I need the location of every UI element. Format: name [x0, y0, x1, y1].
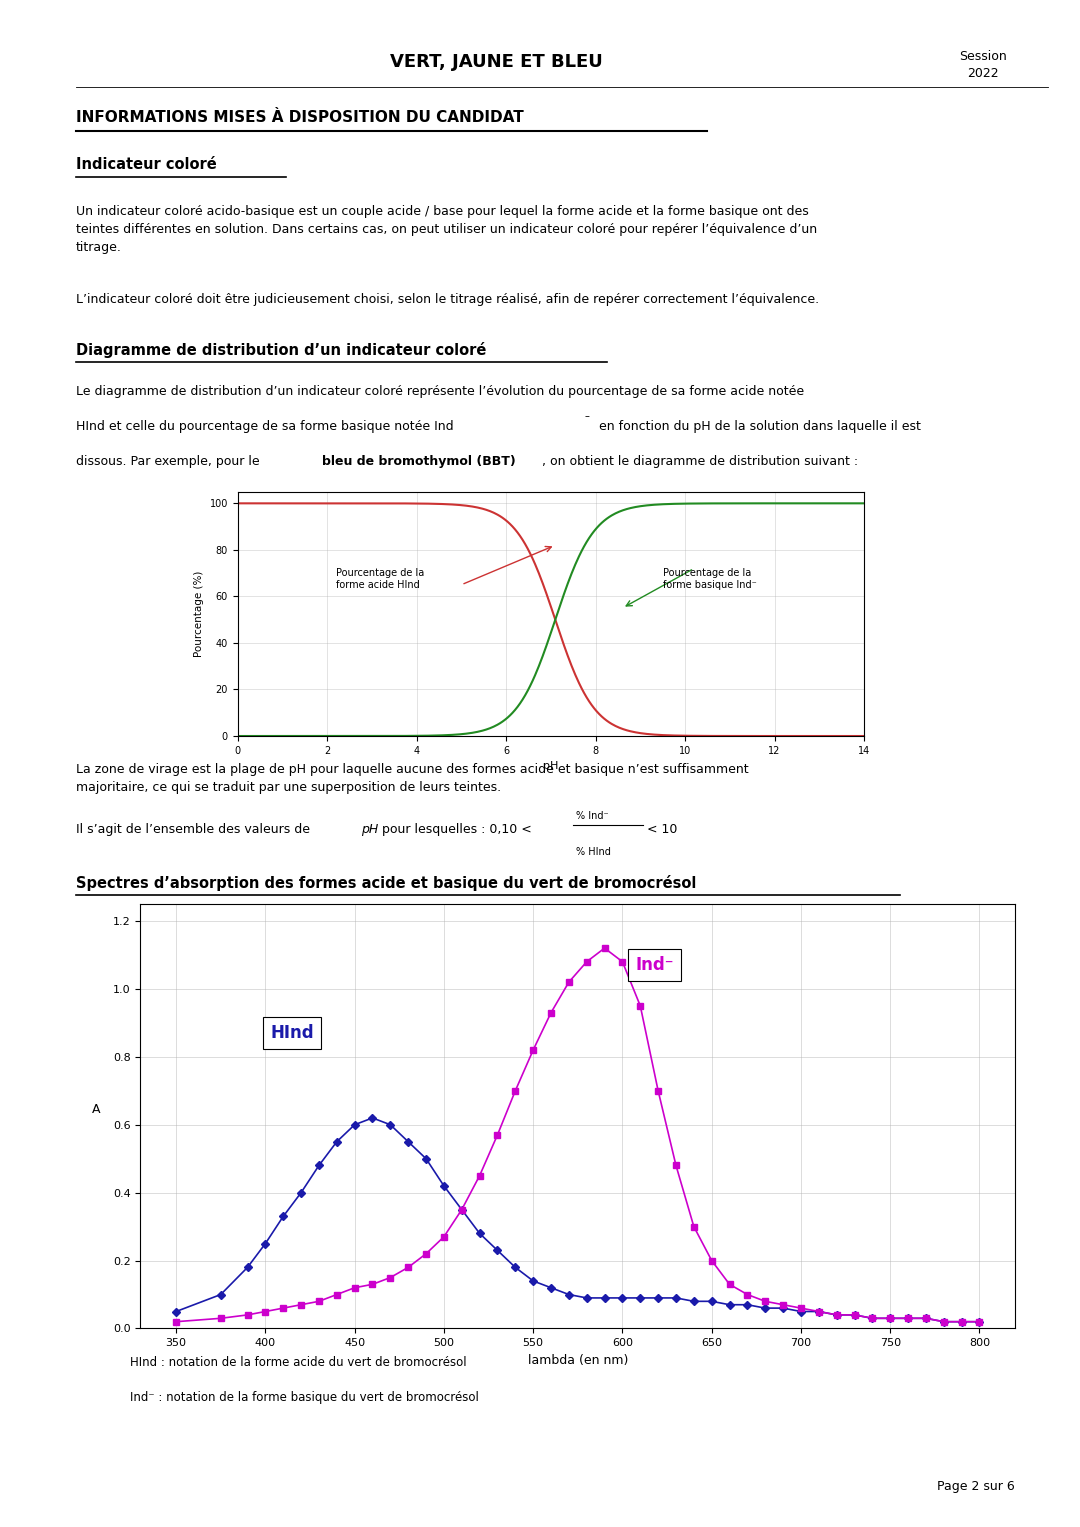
Text: HInd: HInd — [270, 1025, 314, 1041]
Text: Un indicateur coloré acido-basique est un couple acide / base pour lequel la for: Un indicateur coloré acido-basique est u… — [76, 205, 816, 253]
Y-axis label: Pourcentage (%): Pourcentage (%) — [194, 571, 204, 657]
Text: INFORMATIONS MISES À DISPOSITION DU CANDIDAT: INFORMATIONS MISES À DISPOSITION DU CAND… — [76, 110, 524, 125]
Text: VERT, JAUNE ET BLEU: VERT, JAUNE ET BLEU — [391, 53, 603, 72]
Text: Page 2 sur 6: Page 2 sur 6 — [937, 1480, 1015, 1493]
X-axis label: pH: pH — [543, 762, 558, 771]
Text: Pourcentage de la
forme basique Ind⁻: Pourcentage de la forme basique Ind⁻ — [663, 568, 756, 589]
Text: pH: pH — [361, 823, 378, 837]
X-axis label: lambda (en nm): lambda (en nm) — [528, 1354, 627, 1367]
Text: –: – — [584, 411, 590, 421]
Text: Ind⁻ : notation de la forme basique du vert de bromocrésol: Ind⁻ : notation de la forme basique du v… — [130, 1391, 478, 1405]
Text: dissous. Par exemple, pour le: dissous. Par exemple, pour le — [76, 455, 264, 469]
Text: HInd : notation de la forme acide du vert de bromocrésol: HInd : notation de la forme acide du ver… — [130, 1356, 467, 1370]
Text: < 10: < 10 — [647, 823, 677, 837]
Text: L’indicateur coloré doit être judicieusement choisi, selon le titrage réalisé, a: L’indicateur coloré doit être judicieuse… — [76, 293, 819, 307]
Y-axis label: A: A — [92, 1102, 100, 1116]
Text: Diagramme de distribution d’un indicateur coloré: Diagramme de distribution d’un indicateu… — [76, 342, 486, 357]
Text: % Ind⁻: % Ind⁻ — [576, 811, 608, 822]
Text: La zone de virage est la plage de pH pour laquelle aucune des formes acide et ba: La zone de virage est la plage de pH pou… — [76, 764, 748, 794]
Text: bleu de bromothymol (BBT): bleu de bromothymol (BBT) — [322, 455, 515, 469]
Text: Spectres d’absorption des formes acide et basique du vert de bromocrésol: Spectres d’absorption des formes acide e… — [76, 875, 696, 890]
Text: pour lesquelles : 0,10 <: pour lesquelles : 0,10 < — [378, 823, 536, 837]
Text: Pourcentage de la
forme acide HInd: Pourcentage de la forme acide HInd — [336, 568, 424, 589]
Text: % HInd: % HInd — [576, 847, 610, 858]
Text: Session
2022: Session 2022 — [959, 50, 1007, 81]
Text: en fonction du pH de la solution dans laquelle il est: en fonction du pH de la solution dans la… — [595, 420, 921, 434]
Text: Le diagramme de distribution d’un indicateur coloré représente l’évolution du po: Le diagramme de distribution d’un indica… — [76, 385, 804, 399]
Text: Indicateur coloré: Indicateur coloré — [76, 157, 216, 173]
Text: HInd et celle du pourcentage de sa forme basique notée Ind: HInd et celle du pourcentage de sa forme… — [76, 420, 454, 434]
Text: Il s’agit de l’ensemble des valeurs de: Il s’agit de l’ensemble des valeurs de — [76, 823, 313, 837]
Text: , on obtient le diagramme de distribution suivant :: , on obtient le diagramme de distributio… — [542, 455, 859, 469]
Text: Ind⁻: Ind⁻ — [635, 956, 674, 974]
